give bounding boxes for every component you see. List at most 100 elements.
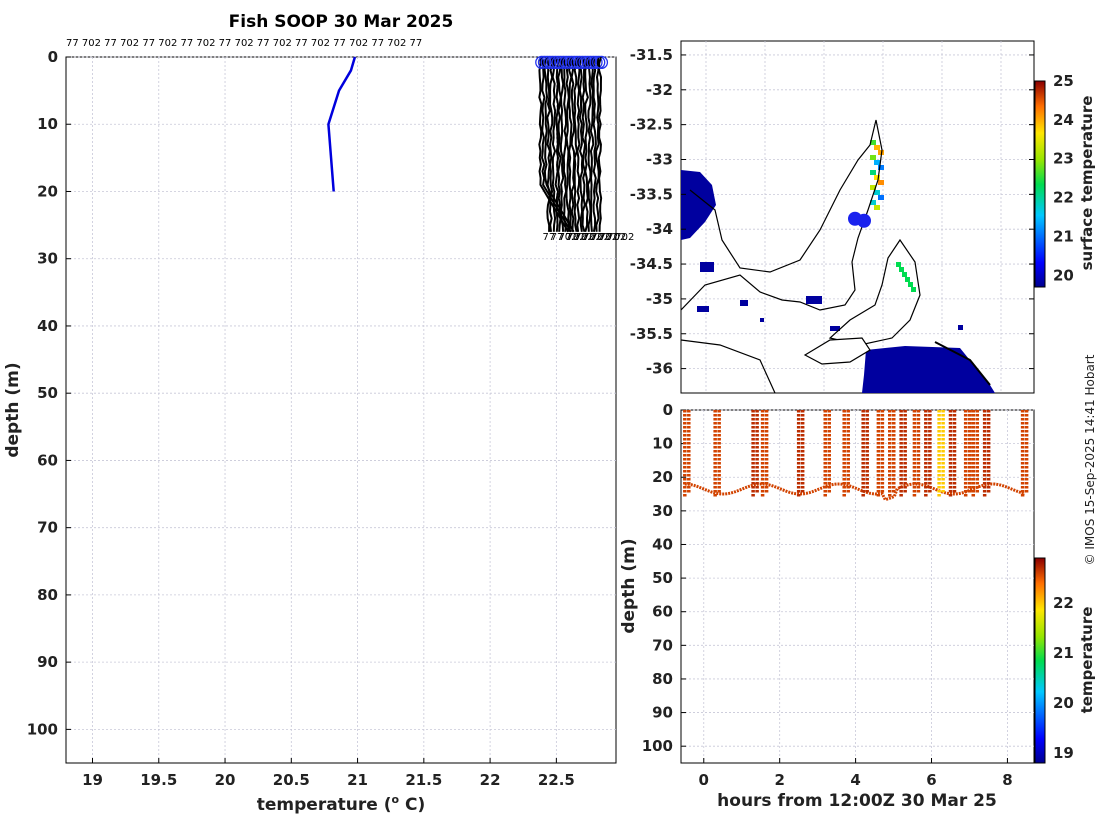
section-colorbar-band	[1035, 682, 1045, 684]
map-colorbar-band	[1035, 208, 1045, 210]
section-colorbar-band	[1035, 745, 1045, 747]
section-colorbar-band	[1035, 607, 1045, 609]
profile-line	[546, 56, 551, 232]
map-colorbar-band	[1035, 152, 1045, 154]
map-colorbar-band	[1035, 154, 1045, 156]
sst-warm-cell	[878, 180, 884, 185]
section-colorbar-band	[1035, 735, 1045, 737]
section-y-tick-label: 60	[652, 603, 673, 621]
map-y-tick-label: -36	[646, 360, 673, 378]
map-colorbar-band	[1035, 212, 1045, 214]
map-colorbar-band	[1035, 202, 1045, 204]
map-colorbar-band	[1035, 143, 1045, 145]
map-colorbar-band	[1035, 282, 1045, 284]
sst-patch	[697, 306, 709, 312]
profile-x-tick-label: 22.5	[538, 771, 575, 789]
section-colorbar-band	[1035, 692, 1045, 694]
section-colorbar-band	[1035, 742, 1045, 744]
map-colorbar-band	[1035, 173, 1045, 175]
section-colorbar-band	[1035, 703, 1045, 705]
map-colorbar-band	[1035, 92, 1045, 94]
coastline-island	[803, 337, 871, 365]
profile-line	[589, 56, 595, 232]
profile-line	[592, 56, 597, 232]
profile-y-axis-label: depth (m)	[3, 362, 23, 457]
map-panel: -31.5 -32 -32.5 -33 -33.5 -34 -34.5 -35 -35.5 -36…	[630, 40, 1096, 394]
latest-profile-line	[327, 56, 357, 192]
map-colorbar-band	[1035, 104, 1045, 106]
map-colorbar-band	[1035, 237, 1045, 239]
map-colorbar-band	[1035, 181, 1045, 183]
section-colorbar-band	[1035, 588, 1045, 590]
profile-line	[578, 56, 584, 232]
map-colorbar-band	[1035, 219, 1045, 221]
section-colorbar-band	[1035, 749, 1045, 751]
section-colorbar-band	[1035, 604, 1045, 606]
profile-line	[559, 56, 565, 232]
section-colorbar-band	[1035, 639, 1045, 641]
section-colorbar-band	[1035, 565, 1045, 567]
map-colorbar-band	[1035, 132, 1045, 134]
section-colorbar-band	[1035, 623, 1045, 625]
section-colorbar-band	[1035, 578, 1045, 580]
section-axes-frame	[680, 409, 1035, 764]
map-colorbar-band	[1035, 222, 1045, 224]
section-colorbar-band	[1035, 760, 1045, 762]
section-colorbar-band	[1035, 656, 1045, 658]
map-colorbar-label: surface temperature	[1078, 96, 1096, 271]
section-y-tick-label: 80	[652, 670, 673, 688]
map-colorbar-band	[1035, 88, 1045, 90]
map-colorbar-band	[1035, 107, 1045, 109]
section-colorbar-band	[1035, 583, 1045, 585]
map-colorbar-band	[1035, 146, 1045, 148]
section-colorbar-band	[1035, 637, 1045, 639]
section-colorbar-band	[1035, 584, 1045, 586]
section-colorbar-band	[1035, 705, 1045, 707]
section-colorbar-band	[1035, 640, 1045, 642]
profile-y-tick-label: 0	[48, 48, 58, 66]
section-colorbar-band	[1035, 590, 1045, 592]
map-y-tick-label: -33.5	[630, 185, 673, 203]
map-colorbar-band	[1035, 130, 1045, 132]
map-colorbar-band	[1035, 224, 1045, 226]
section-colorbar-band	[1035, 602, 1045, 604]
section-colorbar-band	[1035, 750, 1045, 752]
map-colorbar-band	[1035, 261, 1045, 263]
map-colorbar-band	[1035, 232, 1045, 234]
profile-line	[565, 56, 570, 233]
coastline-gulf	[681, 119, 883, 311]
section-colorbar-band	[1035, 608, 1045, 610]
section-colorbar-band	[1035, 629, 1045, 631]
sst-warm-cell	[899, 267, 904, 272]
map-colorbar-band	[1035, 83, 1045, 85]
section-colorbar-band	[1035, 636, 1045, 638]
section-colorbar-band	[1035, 722, 1045, 724]
profile-y-tick-label: 40	[37, 317, 58, 335]
map-colorbar-band	[1035, 187, 1045, 189]
map-colorbar-tick-label: 21	[1053, 227, 1074, 245]
section-colorbar-band	[1035, 586, 1045, 588]
section-colorbar-band	[1035, 577, 1045, 579]
section-grid	[681, 409, 1034, 763]
map-colorbar-band	[1035, 82, 1045, 84]
section-colorbar-band	[1035, 727, 1045, 729]
vessel-id-labels: 77 702 77 702 77 702 77 702 77 702 77 70…	[66, 38, 422, 49]
section-x-ticks: 0 2 4 6 8	[699, 758, 1013, 789]
map-colorbar-band	[1035, 248, 1045, 250]
section-colorbar-band	[1035, 740, 1045, 742]
section-y-tick-label: 30	[652, 502, 673, 520]
map-colorbar-band	[1035, 186, 1045, 188]
section-colorbar-band	[1035, 714, 1045, 716]
section-colorbar-band	[1035, 619, 1045, 621]
section-colorbar-band	[1035, 729, 1045, 731]
map-colorbar-band	[1035, 260, 1045, 262]
section-colorbar-band	[1035, 690, 1045, 692]
map-colorbar-frame	[1034, 80, 1046, 288]
map-colorbar-band	[1035, 108, 1045, 110]
profile-surface-marker	[594, 55, 609, 70]
map-colorbar-band	[1035, 206, 1045, 208]
map-colorbar-band	[1035, 91, 1045, 93]
map-colorbar-band	[1035, 163, 1045, 165]
map-colorbar-band	[1035, 215, 1045, 217]
map-y-tick-label: -34	[646, 220, 673, 238]
